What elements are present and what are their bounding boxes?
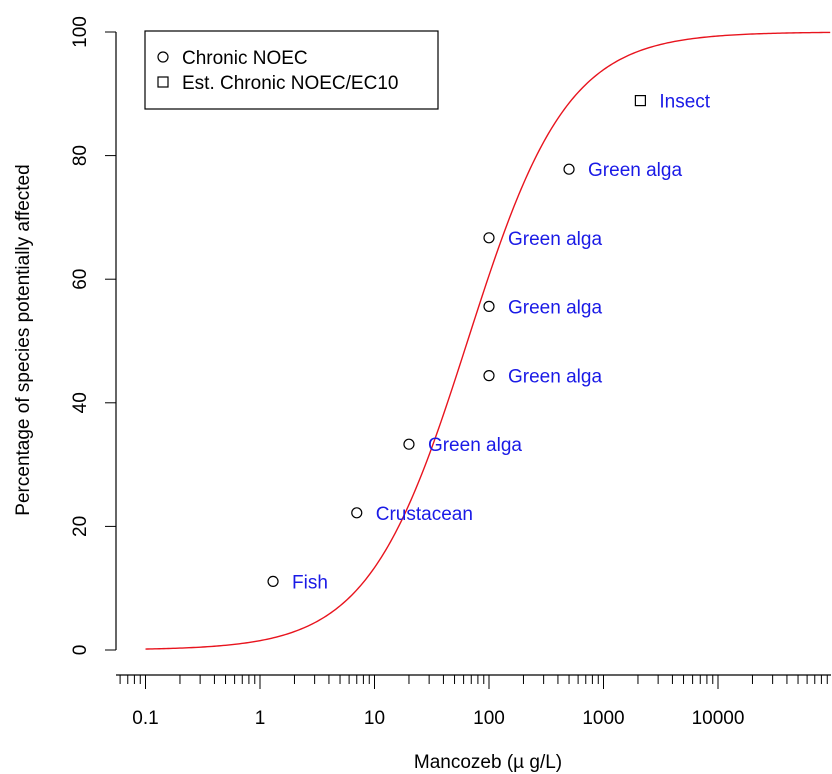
point-label: Green alga [428,435,522,456]
y-axis-title: Percentage of species potentially affect… [13,164,34,515]
point-marker-circle [563,163,575,175]
point-marker-circle [483,300,495,312]
x-tick-label: 1000 [582,708,624,729]
point-label: Green alga [508,367,602,388]
point-label: Green alga [508,297,602,318]
x-axis-title-unit: (µ g/L) [507,752,562,773]
y-tick-label: 100 [70,16,91,48]
point-marker-circle [267,575,279,588]
legend-box [144,30,439,110]
legend: Chronic NOEC Est. Chronic NOEC/EC10 [144,30,439,110]
x-tick-label: 1 [255,708,266,729]
point-marker-circle [403,438,415,450]
point-marker-square [634,94,646,107]
point-marker-circle [351,507,363,519]
fitted-ssd-curve [145,31,831,650]
point-label: Fish [292,572,328,593]
point-marker-circle [483,232,495,244]
y-tick-label: 60 [70,269,91,290]
legend-circle-marker [157,51,169,63]
point-label: Green alga [588,160,682,181]
x-axis-title-name: Mancozeb [414,752,507,773]
point-marker-circle [483,370,495,382]
legend-label-est-chronic: Est. Chronic NOEC/EC10 [182,73,398,94]
y-axis: 0 20 40 60 80 100 [70,16,117,656]
point-label: Crustacean [376,504,473,525]
legend-square-marker [157,76,169,88]
y-tick-label: 40 [70,392,91,413]
x-tick-label: 10 [364,708,385,729]
x-axis: 0.1 1 10 100 1000 10000 [116,674,831,729]
x-tick-label: 0.1 [132,708,158,729]
point-label: Insect [659,92,710,113]
y-tick-label: 20 [70,516,91,537]
x-axis-title: Mancozeb (µ g/L) [414,752,562,773]
y-tick-label: 0 [70,645,91,656]
x-tick-label: 100 [473,708,505,729]
point-label: Green alga [508,229,602,250]
legend-label-chronic-noec: Chronic NOEC [182,48,308,69]
x-tick-label: 10000 [692,708,745,729]
y-tick-label: 80 [70,145,91,166]
data-points: Fish Crustacean Green alga Green alga Green … [267,92,711,593]
